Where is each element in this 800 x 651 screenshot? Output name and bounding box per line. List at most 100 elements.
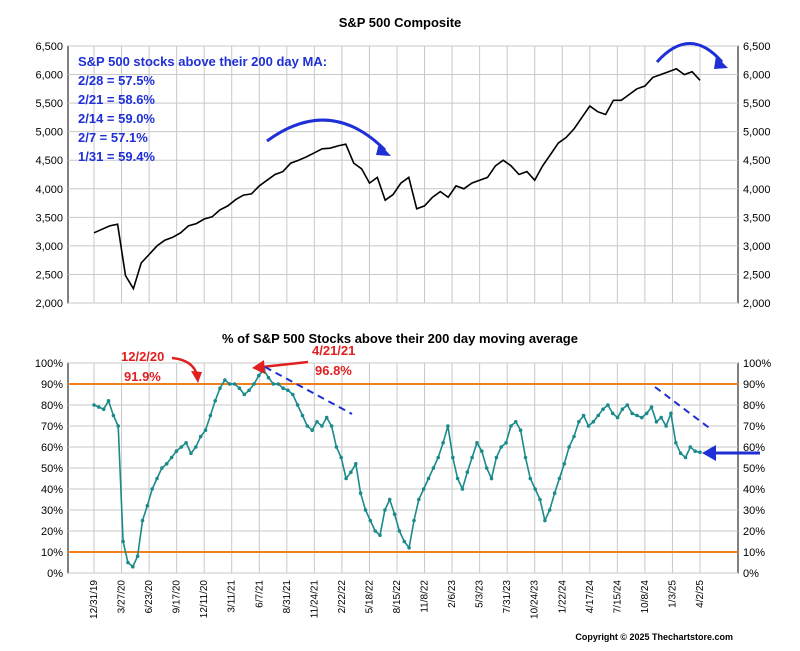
x-tick-label: 5/3/23	[475, 580, 486, 608]
sp500-breadth-annotation: S&P 500 stocks above their 200 day MA: 2…	[78, 54, 327, 164]
breadth-point	[320, 424, 324, 428]
breadth-point	[271, 382, 276, 386]
x-tick-label: 12/31/19	[89, 580, 100, 619]
breadth-point	[644, 411, 649, 416]
breadth-point	[150, 487, 154, 491]
breadth-point	[601, 407, 605, 412]
breadth-point	[547, 508, 552, 512]
breadth-point	[596, 413, 600, 418]
x-tick-label: 2/6/23	[447, 580, 458, 608]
breadth-point	[324, 415, 329, 420]
breadth-point	[300, 413, 305, 418]
breadth-annotation-line: 1/31 = 59.4%	[78, 149, 155, 164]
bottom-y-tick-label: 60%	[41, 442, 63, 454]
top-y-tick-label: 4,500	[35, 155, 63, 167]
top-y-tick-label: 6,000	[35, 70, 63, 82]
breadth-point	[339, 455, 344, 460]
breadth-point	[349, 470, 353, 475]
breadth-point	[179, 445, 184, 449]
breadth-point	[635, 413, 639, 418]
x-tick-label: 10/24/23	[530, 580, 541, 619]
top-y-tick-label: 3,500	[35, 212, 63, 224]
bottom-y-tick-label: 30%	[41, 505, 63, 517]
bottom-y-tick-label: 10%	[743, 547, 765, 559]
top-y-tick-label: 5,000	[743, 127, 771, 139]
breadth-point	[683, 455, 688, 460]
x-tick-label: 6/23/20	[144, 580, 155, 614]
breadth-point	[257, 373, 261, 378]
breadth-point	[475, 441, 479, 445]
bottom-y-tick-label: 100%	[35, 358, 63, 370]
breadth-point	[586, 424, 591, 428]
breadth-point	[581, 413, 586, 418]
breadth-point	[552, 491, 557, 496]
annotation-2021-arrow-head	[252, 360, 265, 374]
breadth-point	[358, 491, 363, 496]
breadth-point	[572, 434, 576, 439]
annotation-2021-value: 96.8%	[315, 363, 352, 378]
breadth-point	[198, 434, 203, 439]
breadth-point	[538, 497, 542, 502]
breadth-point	[509, 424, 513, 428]
x-tick-label: 5/18/22	[364, 580, 375, 614]
breadth-point	[610, 411, 615, 416]
breadth-point	[591, 420, 596, 424]
top-y-tick-label: 2,500	[35, 269, 63, 281]
breadth-point	[417, 497, 421, 502]
breadth-point	[441, 441, 445, 445]
breadth-point	[101, 407, 106, 412]
breadth-point	[577, 420, 581, 424]
bottom-gridlines	[68, 362, 738, 574]
breadth-point	[446, 424, 450, 428]
breadth-point	[295, 403, 300, 407]
bottom-y-tick-label: 80%	[743, 400, 765, 412]
breadth-point	[276, 382, 281, 386]
breadth-point	[203, 428, 208, 433]
x-tick-label: 10/8/24	[640, 580, 651, 614]
top-y-tick-label: 3,000	[743, 241, 771, 253]
breadth-point	[131, 564, 135, 569]
breadth-point	[92, 403, 96, 407]
x-tick-label: 9/17/20	[172, 580, 183, 614]
breadth-point	[383, 508, 387, 512]
breadth-point	[189, 451, 193, 456]
breadth-point	[523, 455, 528, 460]
breadth-point	[368, 518, 373, 523]
breadth-point	[111, 413, 116, 418]
breadth-point	[344, 476, 348, 481]
x-tick-label: 1/3/25	[667, 580, 678, 608]
breadth-point	[184, 441, 188, 445]
x-tick-label: 4/17/24	[585, 580, 596, 614]
top-y-tick-label: 4,500	[743, 155, 771, 167]
x-tick-label: 12/11/20	[199, 580, 210, 619]
bottom-y-tick-label: 50%	[41, 463, 63, 475]
bottom-y-tick-label: 100%	[743, 358, 771, 370]
breadth-point	[465, 470, 470, 475]
breadth-point	[654, 420, 659, 424]
breadth-point	[218, 386, 222, 391]
bottom-chart-title: % of S&P 500 Stocks above their 200 day …	[222, 331, 578, 346]
top-y-tick-label: 6,500	[743, 41, 771, 53]
rollover-arrow-head-right	[714, 56, 728, 69]
top-y-tick-label: 6,000	[743, 70, 771, 82]
breadth-point	[315, 420, 319, 424]
breadth-points	[92, 367, 702, 569]
top-y-tick-label: 3,000	[35, 241, 63, 253]
breadth-point	[688, 445, 693, 449]
bottom-y-tick-label: 60%	[743, 442, 765, 454]
breadth-point	[504, 441, 508, 445]
top-left-y-axis: 2,000 2,500 3,000 3,500 4,000 4,500 5,000 5,500…	[35, 41, 63, 310]
breadth-point	[431, 466, 436, 470]
bottom-y-tick-label: 70%	[743, 421, 765, 433]
breadth-point	[674, 441, 678, 445]
breadth-annotation-line: 2/14 = 59.0%	[78, 111, 155, 126]
bottom-y-tick-label: 10%	[41, 547, 63, 559]
breadth-point	[252, 382, 256, 386]
breadth-point	[155, 476, 159, 481]
breadth-point	[664, 424, 668, 428]
breadth-point	[494, 455, 499, 460]
breadth-point	[378, 533, 382, 537]
breadth-point	[291, 392, 295, 397]
breadth-point	[630, 411, 634, 416]
